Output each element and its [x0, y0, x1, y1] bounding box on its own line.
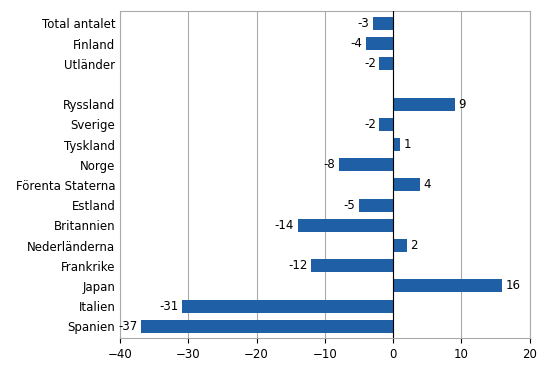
Bar — [366, 37, 393, 50]
Text: -8: -8 — [323, 158, 335, 171]
Bar — [298, 219, 393, 232]
Text: -2: -2 — [364, 118, 376, 131]
Text: -31: -31 — [159, 300, 178, 312]
Text: -5: -5 — [344, 199, 355, 212]
Bar — [393, 239, 407, 252]
Text: 1: 1 — [403, 138, 411, 151]
Bar — [393, 138, 400, 151]
Text: -12: -12 — [288, 259, 308, 272]
Text: -3: -3 — [358, 17, 369, 30]
Text: 4: 4 — [424, 179, 431, 191]
Bar — [311, 259, 393, 272]
Text: -37: -37 — [118, 320, 137, 333]
Text: 9: 9 — [458, 98, 465, 111]
Text: -4: -4 — [351, 37, 363, 50]
Bar — [372, 17, 393, 30]
Bar — [141, 320, 393, 333]
Bar — [393, 98, 454, 111]
Text: -2: -2 — [364, 57, 376, 70]
Bar — [393, 279, 502, 293]
Bar — [359, 199, 393, 212]
Text: 2: 2 — [410, 239, 418, 252]
Bar — [339, 158, 393, 171]
Bar — [379, 118, 393, 131]
Bar — [379, 57, 393, 70]
Bar — [393, 178, 420, 191]
Bar — [181, 300, 393, 313]
Text: -14: -14 — [275, 219, 294, 232]
Text: 16: 16 — [506, 279, 521, 293]
